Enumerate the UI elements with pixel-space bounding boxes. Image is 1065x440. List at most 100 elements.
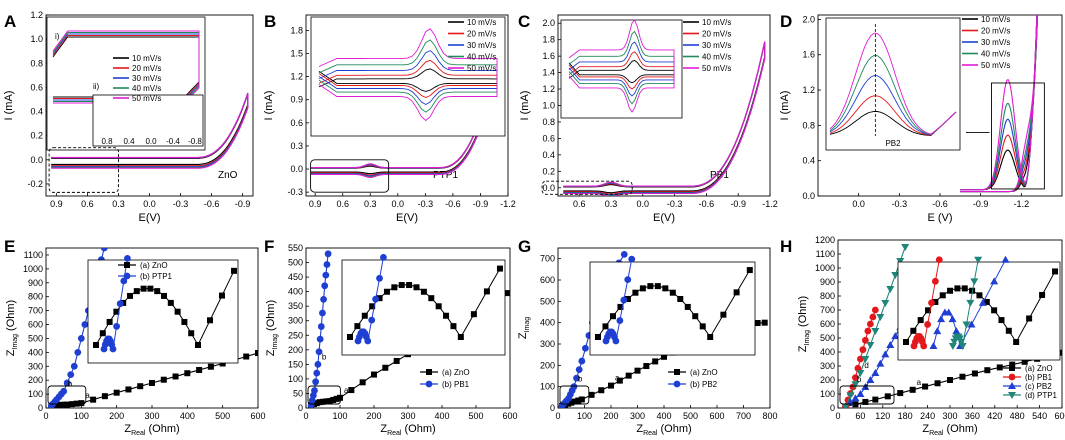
x-axis-label: ZReal (Ohm) (636, 423, 691, 437)
curve-label: d (864, 361, 868, 370)
x-axis-label: ZReal (Ohm) (124, 423, 179, 437)
y-tick-label: 100 (540, 382, 555, 392)
data-point (348, 387, 355, 394)
data-point (330, 396, 337, 403)
y-tick-label: 0 (550, 403, 555, 413)
inset-panel (87, 254, 239, 364)
legend-label: 40 mV/s (981, 50, 1010, 59)
data-point (243, 353, 250, 360)
x-tick-label: -0.3 (667, 199, 683, 209)
data-point (154, 288, 161, 295)
inset-label-i: i) (55, 32, 60, 41)
data-point (184, 370, 191, 377)
y-tick-label: 350 (288, 301, 303, 311)
data-point (881, 350, 890, 358)
data-point (720, 311, 727, 318)
legend-label: 30 mV/s (702, 41, 731, 50)
data-point (90, 396, 97, 403)
y-tick-label: 700 (540, 254, 555, 264)
legend-label: (a) ZnO (690, 368, 718, 377)
data-point (321, 282, 329, 290)
data-point (876, 314, 885, 321)
y-tick-label: 500 (288, 258, 303, 268)
data-point (1059, 349, 1062, 356)
data-point (380, 254, 387, 261)
y-tick-label: 0.6 (290, 118, 303, 128)
data-point (616, 317, 624, 324)
data-point (871, 369, 880, 376)
data-point (149, 379, 155, 386)
data-point (677, 295, 684, 302)
x-tick-label: -0.6 (932, 199, 948, 209)
curve-label: b (857, 375, 862, 384)
x-tick-label: 480 (1010, 411, 1025, 421)
cv-curves (51, 92, 249, 169)
y-axis-unit: (Ohm) (5, 300, 17, 331)
legend-label: 10 mV/s (132, 54, 161, 63)
data-point (856, 390, 865, 397)
inset-frame (310, 16, 506, 137)
y-tick-label: 1.4 (542, 68, 555, 78)
y-tick-label: -0.2 (27, 179, 43, 189)
legend-label: 10 mV/s (467, 18, 496, 27)
curve-label: b (68, 379, 73, 388)
y-tick-label: 0.0 (802, 191, 815, 201)
x-axis-main: Z (922, 423, 929, 435)
y-tick-label: 300 (540, 339, 555, 349)
data-point (998, 317, 1005, 324)
y-axis-main: Z (517, 332, 529, 339)
x-tick-label: 0 (303, 411, 308, 421)
data-point (450, 323, 457, 330)
y-axis-label: ZImag (Ohm) (797, 296, 811, 352)
data-point (312, 378, 320, 386)
legend-label: 20 mV/s (467, 30, 496, 39)
y-axis-sub: Imag (524, 317, 531, 333)
y-tick-label: 1.0 (30, 34, 43, 44)
data-point (354, 323, 361, 330)
y-tick-label: 700 (820, 305, 835, 315)
y-tick-label: 1.2 (802, 85, 815, 95)
y-tick-label: 700 (28, 306, 43, 316)
data-point (628, 255, 636, 263)
inset-curve-5 (568, 19, 675, 113)
x-tick-label: 400 (656, 411, 671, 421)
data-point (393, 357, 400, 364)
data-point (939, 292, 946, 299)
data-point (862, 398, 869, 405)
data-point (372, 295, 380, 303)
data-point (100, 248, 108, 252)
data-point (326, 398, 333, 405)
legend-label: 50 mV/s (132, 94, 161, 103)
data-point (195, 342, 201, 348)
data-point (934, 380, 941, 387)
zoom-box (307, 385, 341, 405)
data-point (255, 350, 258, 357)
y-tick-label: 0 (830, 403, 835, 413)
data-point (573, 374, 580, 382)
data-point (123, 272, 131, 280)
legend: 10 mV/s 20 mV/s 30 mV/s 40 mV/s 50 mV/s (962, 15, 1010, 70)
x-tick-label: -0.9 (730, 199, 746, 209)
data-point (944, 308, 953, 316)
data-point (876, 359, 885, 367)
data-point (324, 250, 332, 258)
inset-curve-5 (829, 32, 957, 135)
sub-inset-frame (92, 94, 204, 147)
data-point (333, 395, 340, 402)
data-point (851, 381, 860, 389)
data-point (959, 373, 966, 380)
y-axis-main: Z (797, 345, 809, 352)
data-point (93, 342, 99, 348)
x-tick-label: 700 (736, 411, 751, 421)
curve-label: a (615, 374, 620, 383)
sub-inset-tick: 0.4 (123, 137, 135, 146)
data-point (313, 369, 321, 377)
data-point (81, 321, 89, 328)
y-tick-label: 0.6 (542, 133, 555, 143)
data-point (948, 343, 957, 350)
data-point (871, 328, 880, 335)
data-point (869, 313, 877, 321)
x-axis-unit: (Ohm) (660, 423, 691, 435)
x-tick-label: 400 (434, 411, 449, 421)
data-point (984, 367, 991, 374)
